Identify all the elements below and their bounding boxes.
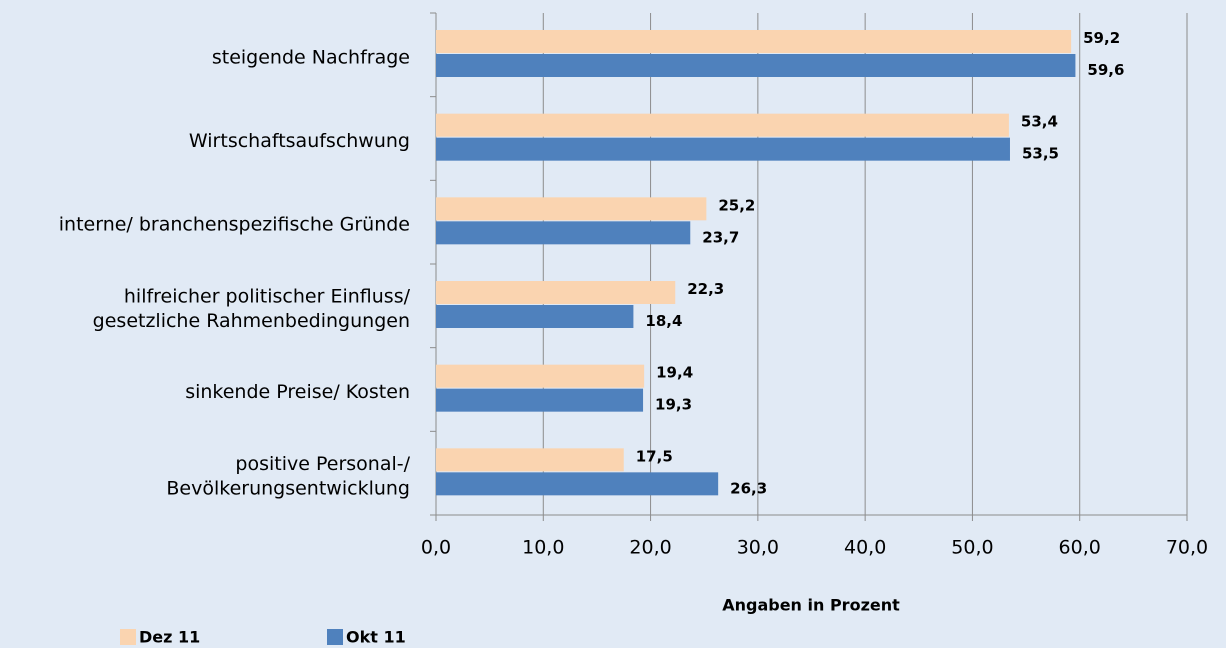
x-axis-title: Angaben in Prozent [722, 596, 900, 615]
bar [436, 388, 644, 412]
data-label: 18,4 [645, 312, 682, 330]
y-tick-label: interne/ branchenspezifische Gründe [59, 214, 410, 236]
data-label: 23,7 [702, 228, 739, 246]
y-tick-label: Wirtschaftsaufschwung [189, 130, 410, 152]
data-label: 19,4 [656, 364, 693, 382]
bar [436, 197, 707, 221]
data-label: 59,6 [1087, 61, 1124, 79]
data-label: 25,2 [718, 196, 755, 214]
bar [436, 448, 624, 472]
legend-swatch [327, 629, 343, 645]
data-label: 53,5 [1022, 145, 1059, 163]
bar [436, 137, 1010, 161]
data-label: 59,2 [1083, 29, 1120, 47]
y-tick-label: sinkende Preise/ Kosten [185, 381, 410, 403]
x-tick-label: 10,0 [522, 537, 564, 559]
legend-swatch [120, 629, 136, 645]
data-label: 22,3 [687, 280, 724, 298]
x-tick-label: 60,0 [1059, 537, 1101, 559]
legend-label: Okt 11 [346, 628, 406, 647]
bar [436, 281, 676, 304]
x-tick-label: 30,0 [737, 537, 779, 559]
data-label: 17,5 [636, 447, 673, 465]
x-tick-label: 40,0 [844, 537, 886, 559]
bar [436, 305, 634, 328]
y-tick-label: positive Personal-/Bevölkerungsentwicklu… [166, 452, 410, 499]
y-tick-label: hilfreicher politischer Einfluss/gesetzl… [93, 285, 411, 332]
bar [436, 221, 691, 245]
x-tick-label: 50,0 [951, 537, 993, 559]
bar [436, 113, 1009, 137]
bar [436, 30, 1072, 53]
x-tick-label: 0,0 [421, 537, 451, 559]
legend-label: Dez 11 [139, 628, 200, 647]
x-tick-label: 70,0 [1166, 537, 1208, 559]
y-tick-label: steigende Nachfrage [212, 46, 410, 68]
bar [436, 472, 719, 496]
bar [436, 364, 645, 388]
data-label: 53,4 [1021, 113, 1058, 131]
data-label: 26,3 [730, 479, 767, 497]
x-tick-label: 20,0 [629, 537, 671, 559]
data-label: 19,3 [655, 396, 692, 414]
bar [436, 54, 1076, 77]
